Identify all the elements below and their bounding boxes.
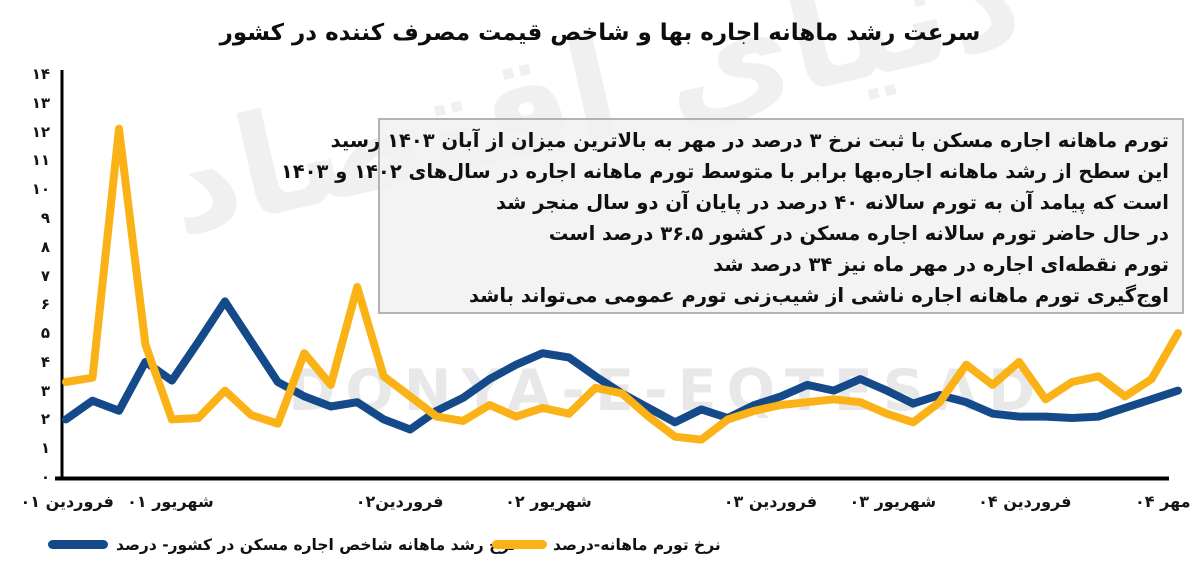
legend-swatch-rent-index xyxy=(48,540,108,549)
x-tick-label: شهریور ۰۱ xyxy=(127,492,214,511)
annotation-line: تورم ماهانه اجاره مسکن با ثبت نرخ ۳ درصد… xyxy=(330,129,1169,152)
x-tick-label: فروردین ۰۱ xyxy=(20,492,114,511)
y-tick-label: ۵ xyxy=(40,324,50,343)
y-tick-label: ۱۴ xyxy=(31,65,50,83)
y-tick-label: ۱۲ xyxy=(31,122,50,141)
y-tick-label: ۱ xyxy=(40,439,50,458)
y-tick-label: ۹ xyxy=(40,208,50,227)
x-tick-label: فروردین ۰۴ xyxy=(978,492,1072,511)
annotation-line: این سطح از رشد ماهانه اجاره‌بها برابر با… xyxy=(280,160,1169,183)
legend-label-rent-index: نرخ رشد ماهانه شاخص اجاره مسکن در کشور- … xyxy=(116,536,516,554)
latin-watermark: DONYA-E-EQTESAD xyxy=(288,358,1046,424)
y-tick-label: ۴ xyxy=(40,352,50,371)
annotation-line: است که پیامد آن به تورم سالانه ۴۰ درصد د… xyxy=(495,191,1169,214)
y-tick-label: ۲ xyxy=(40,410,50,429)
x-tick-label: شهریور ۰۳ xyxy=(849,492,937,511)
annotation-line: در حال حاضر تورم سالانه اجاره مسکن در کش… xyxy=(548,222,1169,245)
y-tick-label: ۱۱ xyxy=(31,151,50,170)
x-tick-label: فروردین ۰۳ xyxy=(723,492,818,511)
y-tick-label: ۶ xyxy=(40,295,50,314)
legend-label-inflation: نرخ تورم ماهانه-درصد xyxy=(553,536,721,554)
page-title: سرعت رشد ماهانه اجاره بها و شاخص قیمت مص… xyxy=(219,20,981,46)
y-tick-label: ۱۳ xyxy=(31,93,50,112)
x-tick-label: شهریور ۰۲ xyxy=(505,492,592,511)
y-tick-label: ۷ xyxy=(40,266,50,285)
y-tick-label: ۳ xyxy=(40,381,50,400)
y-tick-label: ۸ xyxy=(40,237,50,256)
annotation-line: اوج‌گیری تورم ماهانه اجاره ناشی از شیب‌ز… xyxy=(468,284,1169,307)
x-tick-label: مهر ۰۴ xyxy=(1135,492,1191,511)
annotation-box: تورم ماهانه اجاره مسکن با ثبت نرخ ۳ درصد… xyxy=(280,118,1184,314)
x-tick-label: فروردین۰۲ xyxy=(355,492,444,511)
y-tick-label: ۱۰ xyxy=(31,180,50,199)
legend-swatch-inflation xyxy=(492,540,547,549)
y-tick-label: ۰ xyxy=(40,468,50,486)
annotation-line: تورم نقطه‌ای اجاره در مهر ماه نیز ۳۴ درص… xyxy=(713,253,1169,276)
